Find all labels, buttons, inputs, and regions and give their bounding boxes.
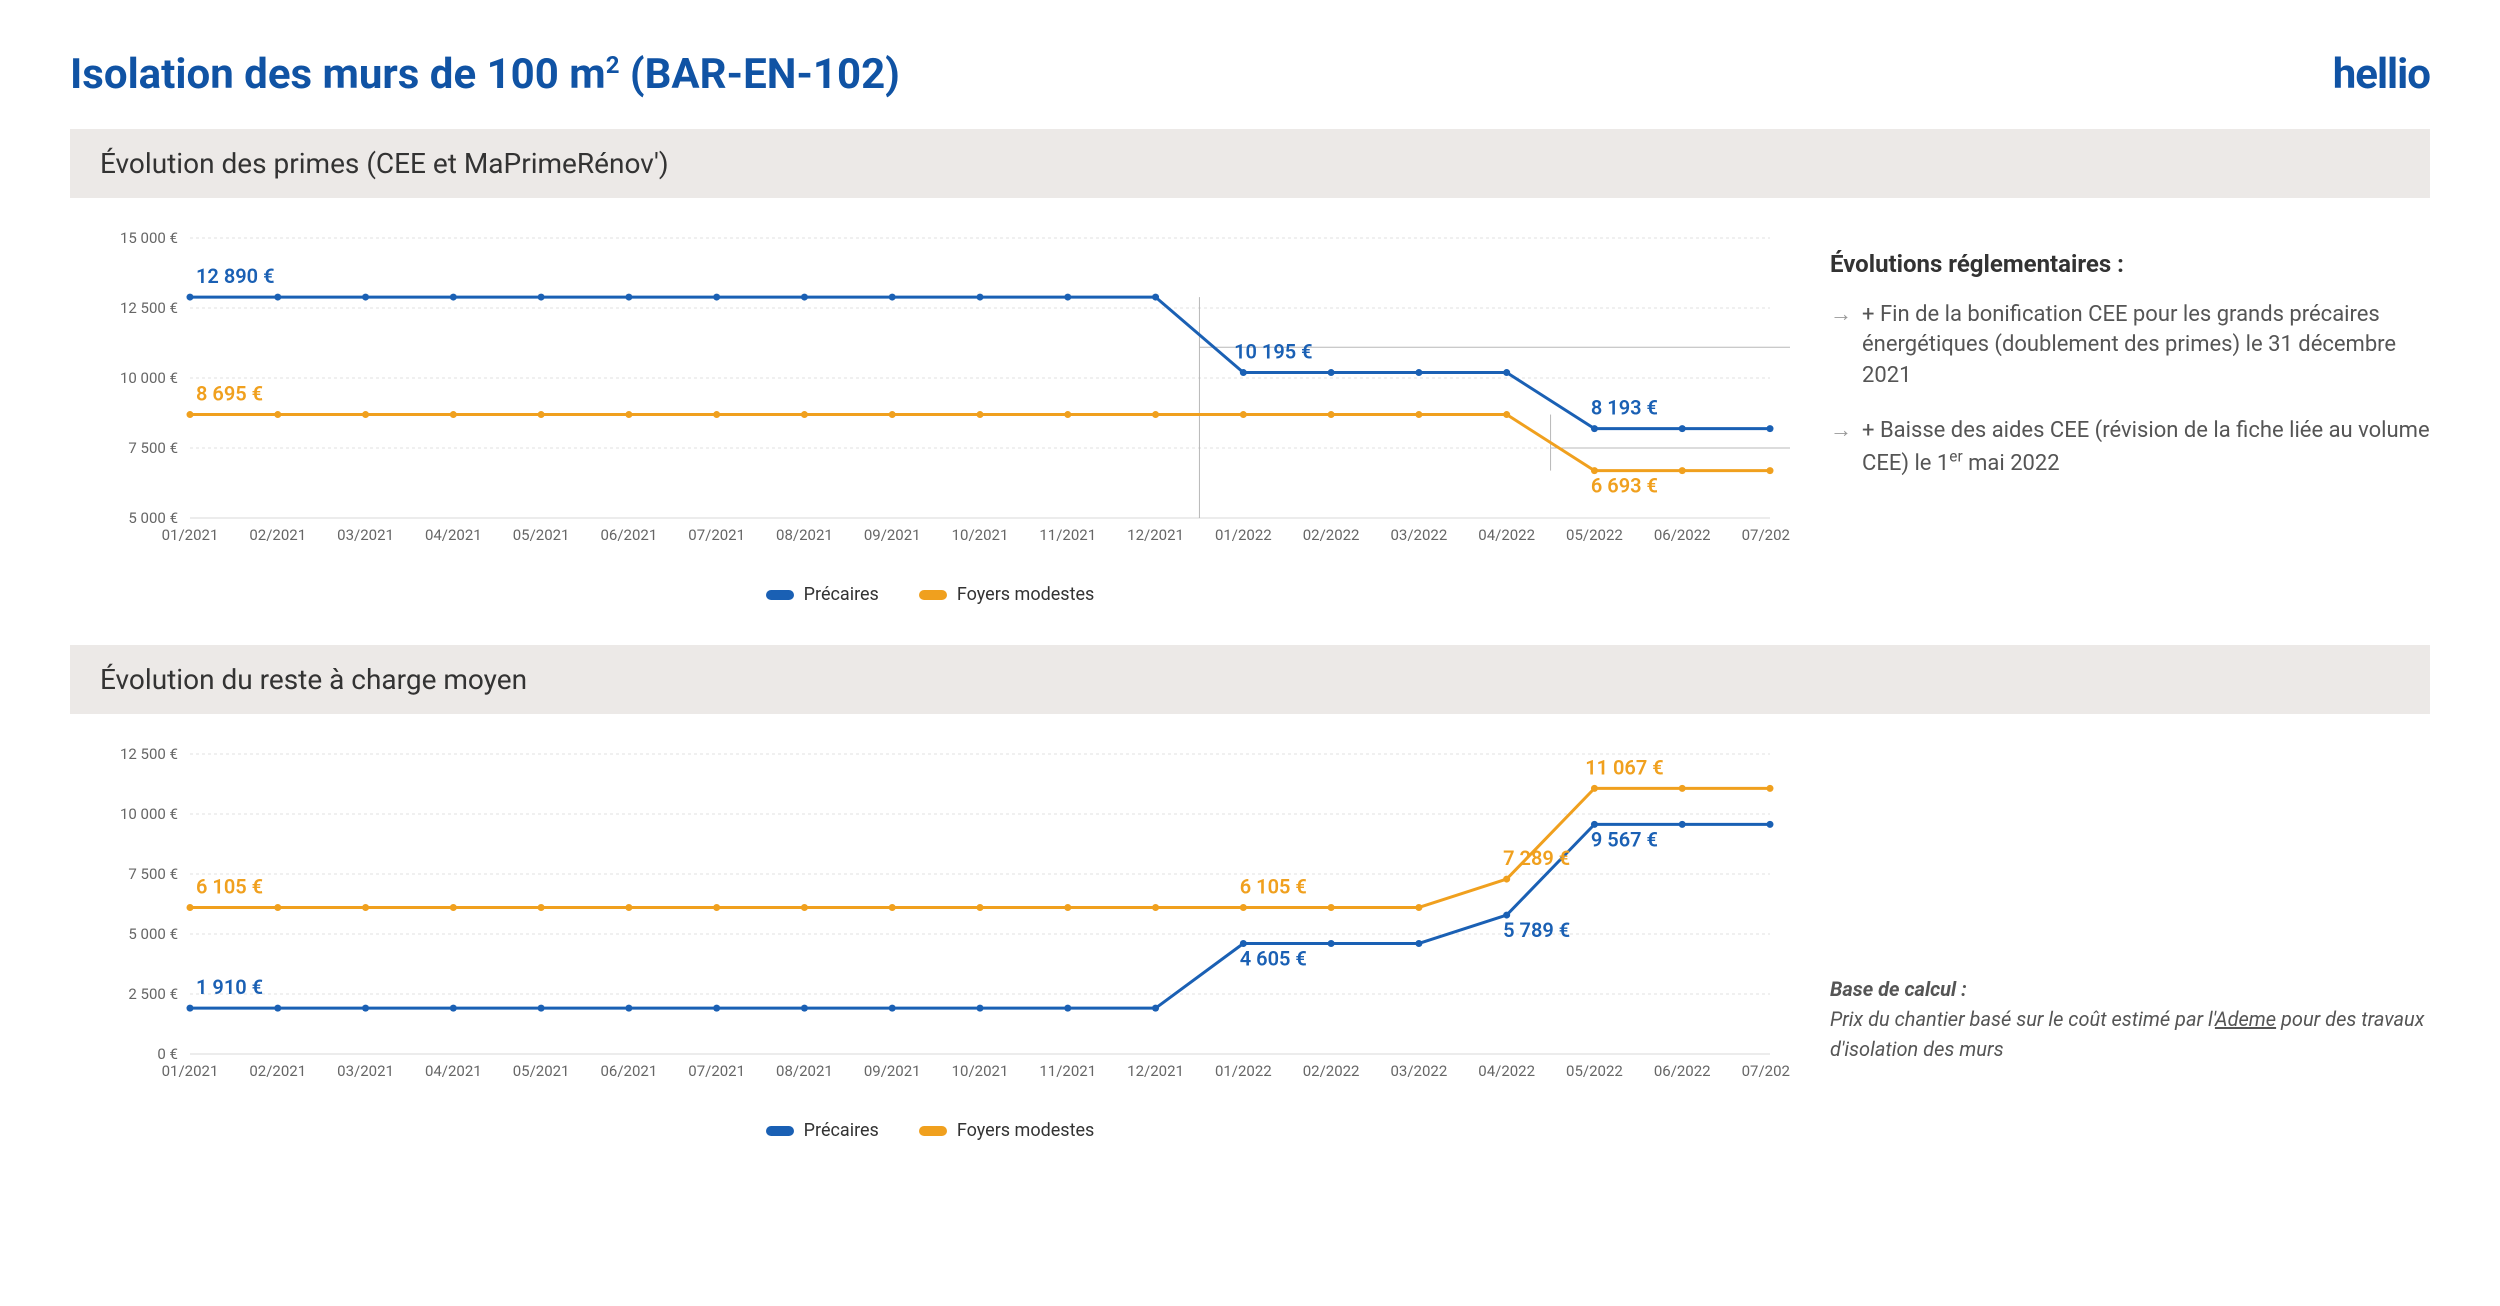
svg-text:04/2021: 04/2021 — [425, 526, 482, 544]
reste-chart: 0 € 2 500 € 5 000 € 7 500 € 10 000 € 12 500 €… — [70, 734, 1790, 1114]
regulatory-notes: Évolutions réglementaires : →+ Fin de la… — [1830, 218, 2430, 504]
legend-precaires: Précaires — [766, 584, 879, 605]
svg-text:12 890 €: 12 890 € — [196, 264, 275, 288]
title-post: (BAR-EN-102) — [619, 50, 899, 99]
note-item-1: →+ Fin de la bonification CEE pour les g… — [1830, 300, 2430, 392]
svg-text:10 195 €: 10 195 € — [1234, 340, 1313, 364]
svg-text:07/2022: 07/2022 — [1742, 526, 1790, 544]
svg-text:05/2022: 05/2022 — [1566, 1062, 1623, 1080]
svg-text:06/2022: 06/2022 — [1654, 1062, 1711, 1080]
svg-text:02/2022: 02/2022 — [1303, 1062, 1360, 1080]
svg-text:11/2021: 11/2021 — [1039, 1062, 1096, 1080]
svg-text:05/2022: 05/2022 — [1566, 526, 1623, 544]
svg-text:01/2022: 01/2022 — [1215, 1062, 1272, 1080]
svg-text:05/2021: 05/2021 — [513, 526, 570, 544]
svg-text:07/2021: 07/2021 — [688, 526, 745, 544]
svg-text:09/2021: 09/2021 — [864, 526, 921, 544]
legend-precaires: Précaires — [766, 1120, 879, 1141]
section-title-primes: Évolution des primes (CEE et MaPrimeRéno… — [70, 129, 2430, 198]
legend-modestes: Foyers modestes — [919, 584, 1094, 605]
svg-text:02/2021: 02/2021 — [249, 1062, 306, 1080]
primes-chart: 5 000 € 7 500 € 10 000 € 12 500 € 15 000 € 01… — [70, 218, 1790, 578]
svg-text:09/2021: 09/2021 — [864, 1062, 921, 1080]
svg-text:10/2021: 10/2021 — [952, 1062, 1009, 1080]
svg-text:01/2021: 01/2021 — [162, 526, 219, 544]
svg-text:07/2021: 07/2021 — [688, 1062, 745, 1080]
svg-text:2 500 €: 2 500 € — [128, 985, 178, 1003]
svg-text:06/2022: 06/2022 — [1654, 526, 1711, 544]
svg-text:12/2021: 12/2021 — [1127, 526, 1184, 544]
svg-text:5 789 €: 5 789 € — [1503, 918, 1570, 942]
title-sup: 2 — [606, 51, 620, 79]
svg-text:5 000 €: 5 000 € — [128, 925, 178, 943]
svg-text:12/2021: 12/2021 — [1127, 1062, 1184, 1080]
brand-logo: hellio — [2333, 50, 2430, 99]
svg-text:9 567 €: 9 567 € — [1591, 827, 1658, 851]
svg-text:03/2021: 03/2021 — [337, 526, 394, 544]
section-title-reste: Évolution du reste à charge moyen — [70, 645, 2430, 714]
legend-modestes: Foyers modestes — [919, 1120, 1094, 1141]
primes-legend: Précaires Foyers modestes — [70, 584, 1790, 605]
svg-text:08/2021: 08/2021 — [776, 526, 833, 544]
svg-text:7 500 €: 7 500 € — [128, 865, 178, 883]
svg-text:06/2021: 06/2021 — [600, 1062, 657, 1080]
svg-text:12 500 €: 12 500 € — [120, 299, 178, 317]
page-title: Isolation des murs de 100 m2 (BAR-EN-102… — [70, 50, 900, 99]
svg-text:04/2022: 04/2022 — [1478, 1062, 1535, 1080]
note-item-2: →+ Baisse des aides CEE (révision de la … — [1830, 416, 2430, 480]
svg-text:8 193 €: 8 193 € — [1591, 396, 1658, 420]
svg-text:6 693 €: 6 693 € — [1591, 474, 1658, 498]
svg-text:01/2021: 01/2021 — [162, 1062, 219, 1080]
reste-legend: Précaires Foyers modestes — [70, 1120, 1790, 1141]
footnote-link: Ademe — [2215, 1007, 2276, 1031]
svg-text:01/2022: 01/2022 — [1215, 526, 1272, 544]
footnote-title: Base de calcul : — [1830, 977, 1967, 1001]
svg-text:10/2021: 10/2021 — [952, 526, 1009, 544]
notes-heading: Évolutions réglementaires : — [1830, 248, 2430, 282]
svg-text:04/2021: 04/2021 — [425, 1062, 482, 1080]
svg-text:4 605 €: 4 605 € — [1240, 946, 1307, 970]
svg-text:05/2021: 05/2021 — [513, 1062, 570, 1080]
svg-text:10 000 €: 10 000 € — [120, 805, 178, 823]
svg-text:6 105 €: 6 105 € — [1240, 874, 1307, 898]
svg-text:03/2022: 03/2022 — [1390, 526, 1447, 544]
svg-text:11 067 €: 11 067 € — [1585, 755, 1664, 779]
svg-text:03/2022: 03/2022 — [1390, 1062, 1447, 1080]
arrow-icon: → — [1830, 300, 1852, 392]
svg-text:10 000 €: 10 000 € — [120, 369, 178, 387]
svg-text:12 500 €: 12 500 € — [120, 745, 178, 763]
svg-text:11/2021: 11/2021 — [1039, 526, 1096, 544]
svg-text:03/2021: 03/2021 — [337, 1062, 394, 1080]
svg-text:5 000 €: 5 000 € — [128, 509, 178, 527]
svg-text:08/2021: 08/2021 — [776, 1062, 833, 1080]
svg-text:7 500 €: 7 500 € — [128, 439, 178, 457]
svg-text:07/2022: 07/2022 — [1742, 1062, 1790, 1080]
title-pre: Isolation des murs de 100 m — [70, 50, 606, 99]
svg-text:8 695 €: 8 695 € — [196, 382, 263, 406]
svg-text:15 000 €: 15 000 € — [120, 229, 178, 247]
svg-text:6 105 €: 6 105 € — [196, 874, 263, 898]
svg-text:04/2022: 04/2022 — [1478, 526, 1535, 544]
svg-text:02/2021: 02/2021 — [249, 526, 306, 544]
footnote: Base de calcul : Prix du chantier basé s… — [1830, 974, 2430, 1064]
svg-text:1 910 €: 1 910 € — [196, 975, 263, 999]
footnote-pre: Prix du chantier basé sur le coût estimé… — [1830, 1007, 2215, 1031]
arrow-icon: → — [1830, 416, 1852, 480]
svg-text:0 €: 0 € — [157, 1045, 178, 1063]
svg-text:02/2022: 02/2022 — [1303, 526, 1360, 544]
svg-text:7 289 €: 7 289 € — [1503, 846, 1570, 870]
svg-text:06/2021: 06/2021 — [600, 526, 657, 544]
